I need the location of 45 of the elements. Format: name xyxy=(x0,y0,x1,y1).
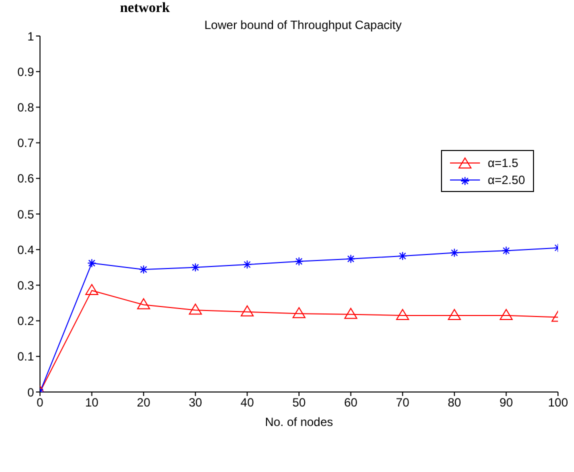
point xyxy=(448,308,461,320)
point xyxy=(450,248,459,258)
legend-label: α=1.5 xyxy=(488,156,518,170)
x-tick-label: 40 xyxy=(240,396,254,410)
point xyxy=(500,308,513,320)
y-tick-label: 0.9 xyxy=(17,64,34,79)
x-tick-label: 70 xyxy=(396,396,410,410)
point xyxy=(87,258,96,268)
point xyxy=(240,305,254,316)
point xyxy=(396,308,410,320)
y-tick-label: 0.6 xyxy=(17,172,34,186)
x-tick-label: 50 xyxy=(292,396,306,410)
y-tick-label: 0.3 xyxy=(17,278,34,292)
x-tick-label: 90 xyxy=(500,396,514,410)
chart-title: Lower bound of Throughput Capacity xyxy=(203,18,403,32)
point xyxy=(190,262,200,272)
legend-label: α=2.50 xyxy=(488,172,525,186)
y-tick-label: 1 xyxy=(27,29,34,44)
y-tick-label: 0.4 xyxy=(17,242,34,257)
y-tick-label: 0.1 xyxy=(17,350,34,364)
y-tick-label: 0.5 xyxy=(17,207,34,222)
x-tick-label: 80 xyxy=(448,396,462,410)
y-tick-label: 0 xyxy=(27,385,34,400)
x-tick-label: 10 xyxy=(85,396,99,410)
point xyxy=(85,284,98,296)
point xyxy=(137,298,150,310)
x-tick-label: 20 xyxy=(136,396,151,410)
point xyxy=(242,260,252,270)
point xyxy=(398,252,408,261)
x-tick-label: 100 xyxy=(548,396,568,410)
text: network xyxy=(120,1,170,16)
point xyxy=(346,254,356,264)
point xyxy=(292,307,306,318)
x-axis-title: No. of nodes xyxy=(264,415,334,429)
point xyxy=(344,308,358,319)
point xyxy=(139,265,148,274)
y-tick-label: 0.7 xyxy=(17,136,34,150)
point xyxy=(188,304,202,315)
point xyxy=(502,246,511,256)
x-tick-label: 30 xyxy=(188,396,202,410)
point xyxy=(294,256,304,266)
x-tick-label: 0 xyxy=(36,396,44,410)
y-tick-label: 0.2 xyxy=(17,314,34,328)
x-tick-label: 60 xyxy=(344,396,358,410)
y-tick-label: 0.8 xyxy=(17,100,34,114)
